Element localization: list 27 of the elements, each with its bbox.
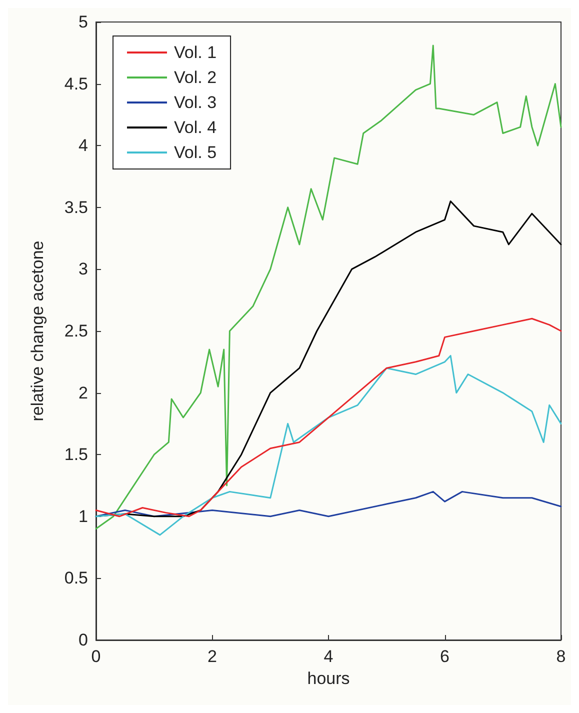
x-tick-label: 4	[324, 647, 334, 666]
legend-label: Vol. 5	[174, 143, 217, 162]
x-tick-label: 8	[556, 647, 566, 666]
legend-label: Vol. 2	[174, 68, 217, 87]
y-tick-label: 4	[78, 136, 88, 156]
y-axis-title: relative change acetone	[28, 240, 47, 422]
y-tick-label: 2.5	[64, 322, 88, 340]
y-tick-label: 3.5	[64, 198, 88, 217]
y-tick-label: 1.5	[64, 445, 88, 464]
legend-label: Vol. 3	[174, 93, 217, 112]
x-tick-label: 0	[91, 647, 101, 666]
line-series	[95, 354, 562, 536]
x-tick-label: 2	[208, 647, 217, 666]
x-axis-title: hours	[307, 668, 350, 688]
y-tick-label: 4.5	[64, 74, 88, 94]
y-tick-label: 0.5	[64, 568, 88, 588]
x-tick-label: 6	[440, 647, 450, 666]
y-tick-label: 2	[78, 383, 88, 402]
y-tick-label: 3	[78, 260, 88, 279]
y-tick-label: 0	[78, 630, 88, 650]
line-series	[95, 490, 562, 518]
legend-label: Vol. 4	[174, 118, 217, 137]
y-tick-label: 5	[78, 12, 88, 32]
legend-label: Vol. 1	[174, 43, 217, 62]
line-series	[95, 44, 562, 530]
line-series	[95, 318, 562, 518]
y-tick-label: 1	[78, 506, 88, 526]
